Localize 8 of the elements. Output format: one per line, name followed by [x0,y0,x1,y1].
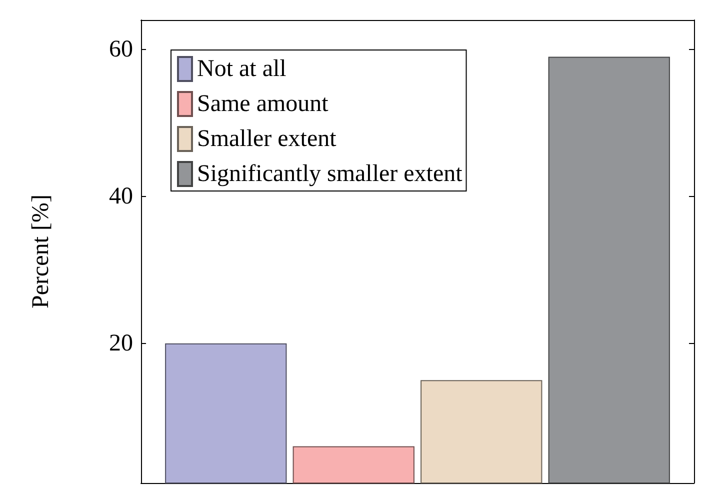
legend-label: Same amount [197,91,329,117]
y-tick-label: 40 [109,183,133,210]
legend-label: Smaller extent [197,126,337,152]
y-axis-title: Percent [%] [28,194,54,308]
legend-label: Significantly smaller extent [197,161,463,187]
y-tick-label: 60 [109,36,133,62]
legend-label: Not at all [197,56,287,82]
y-tick-label: 20 [109,330,133,356]
